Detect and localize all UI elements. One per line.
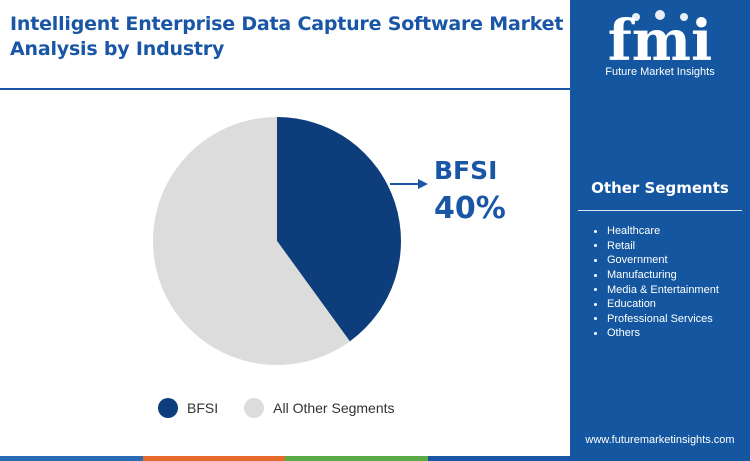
- legend-swatch-bfsi: [158, 398, 178, 418]
- list-item: Media & Entertainment: [594, 282, 719, 297]
- legend-item-bfsi: BFSI: [158, 398, 218, 418]
- legend-label: All Other Segments: [273, 400, 395, 416]
- pie-chart: [152, 117, 428, 365]
- bullet-icon: [594, 317, 597, 321]
- list-item: Healthcare: [594, 224, 719, 239]
- bullet-icon: [594, 331, 597, 335]
- website-url[interactable]: www.futuremarketinsights.com: [585, 434, 735, 446]
- other-segments-title: Other Segments: [591, 179, 729, 197]
- sidebar: fmi Future Market Insights Other Segment…: [570, 0, 750, 461]
- bullet-icon: [594, 288, 597, 292]
- bullet-icon: [594, 273, 597, 277]
- legend-item-other: All Other Segments: [244, 398, 395, 418]
- chart-title: Intelligent Enterprise Data Capture Soft…: [10, 13, 564, 60]
- fmi-logo: fmi: [608, 8, 713, 74]
- bullet-icon: [594, 302, 597, 306]
- bullet-icon: [594, 258, 597, 262]
- segments-divider: [578, 210, 742, 211]
- pie-slice-bfsi: [277, 117, 401, 342]
- bottom-bar-segment: [427, 456, 570, 461]
- legend-swatch-other: [244, 398, 265, 418]
- bottom-bar-segment: [285, 456, 428, 461]
- list-item: Education: [594, 297, 719, 312]
- list-item: Professional Services: [594, 312, 719, 327]
- bottom-bar-segment: [0, 456, 143, 461]
- list-item: Government: [594, 253, 719, 268]
- bottom-bar-segment: [142, 456, 285, 461]
- list-item: Retail: [594, 239, 719, 254]
- bullet-icon: [594, 229, 597, 233]
- legend-label: BFSI: [187, 400, 219, 416]
- bottom-color-bar: [0, 456, 570, 461]
- title-divider: [0, 88, 570, 90]
- segments-list: Healthcare Retail Government Manufacturi…: [594, 224, 719, 341]
- logo-tagline: Future Market Insights: [605, 66, 715, 78]
- callout-arrow: [390, 179, 428, 189]
- bullet-icon: [594, 244, 597, 248]
- legend: BFSI All Other Segments: [158, 395, 421, 421]
- callout-value: 40%: [434, 191, 506, 226]
- callout-label: BFSI: [434, 156, 498, 185]
- list-item: Manufacturing: [594, 268, 719, 283]
- pie-slice-all-other-segments: [152, 117, 350, 365]
- list-item: Others: [594, 326, 719, 341]
